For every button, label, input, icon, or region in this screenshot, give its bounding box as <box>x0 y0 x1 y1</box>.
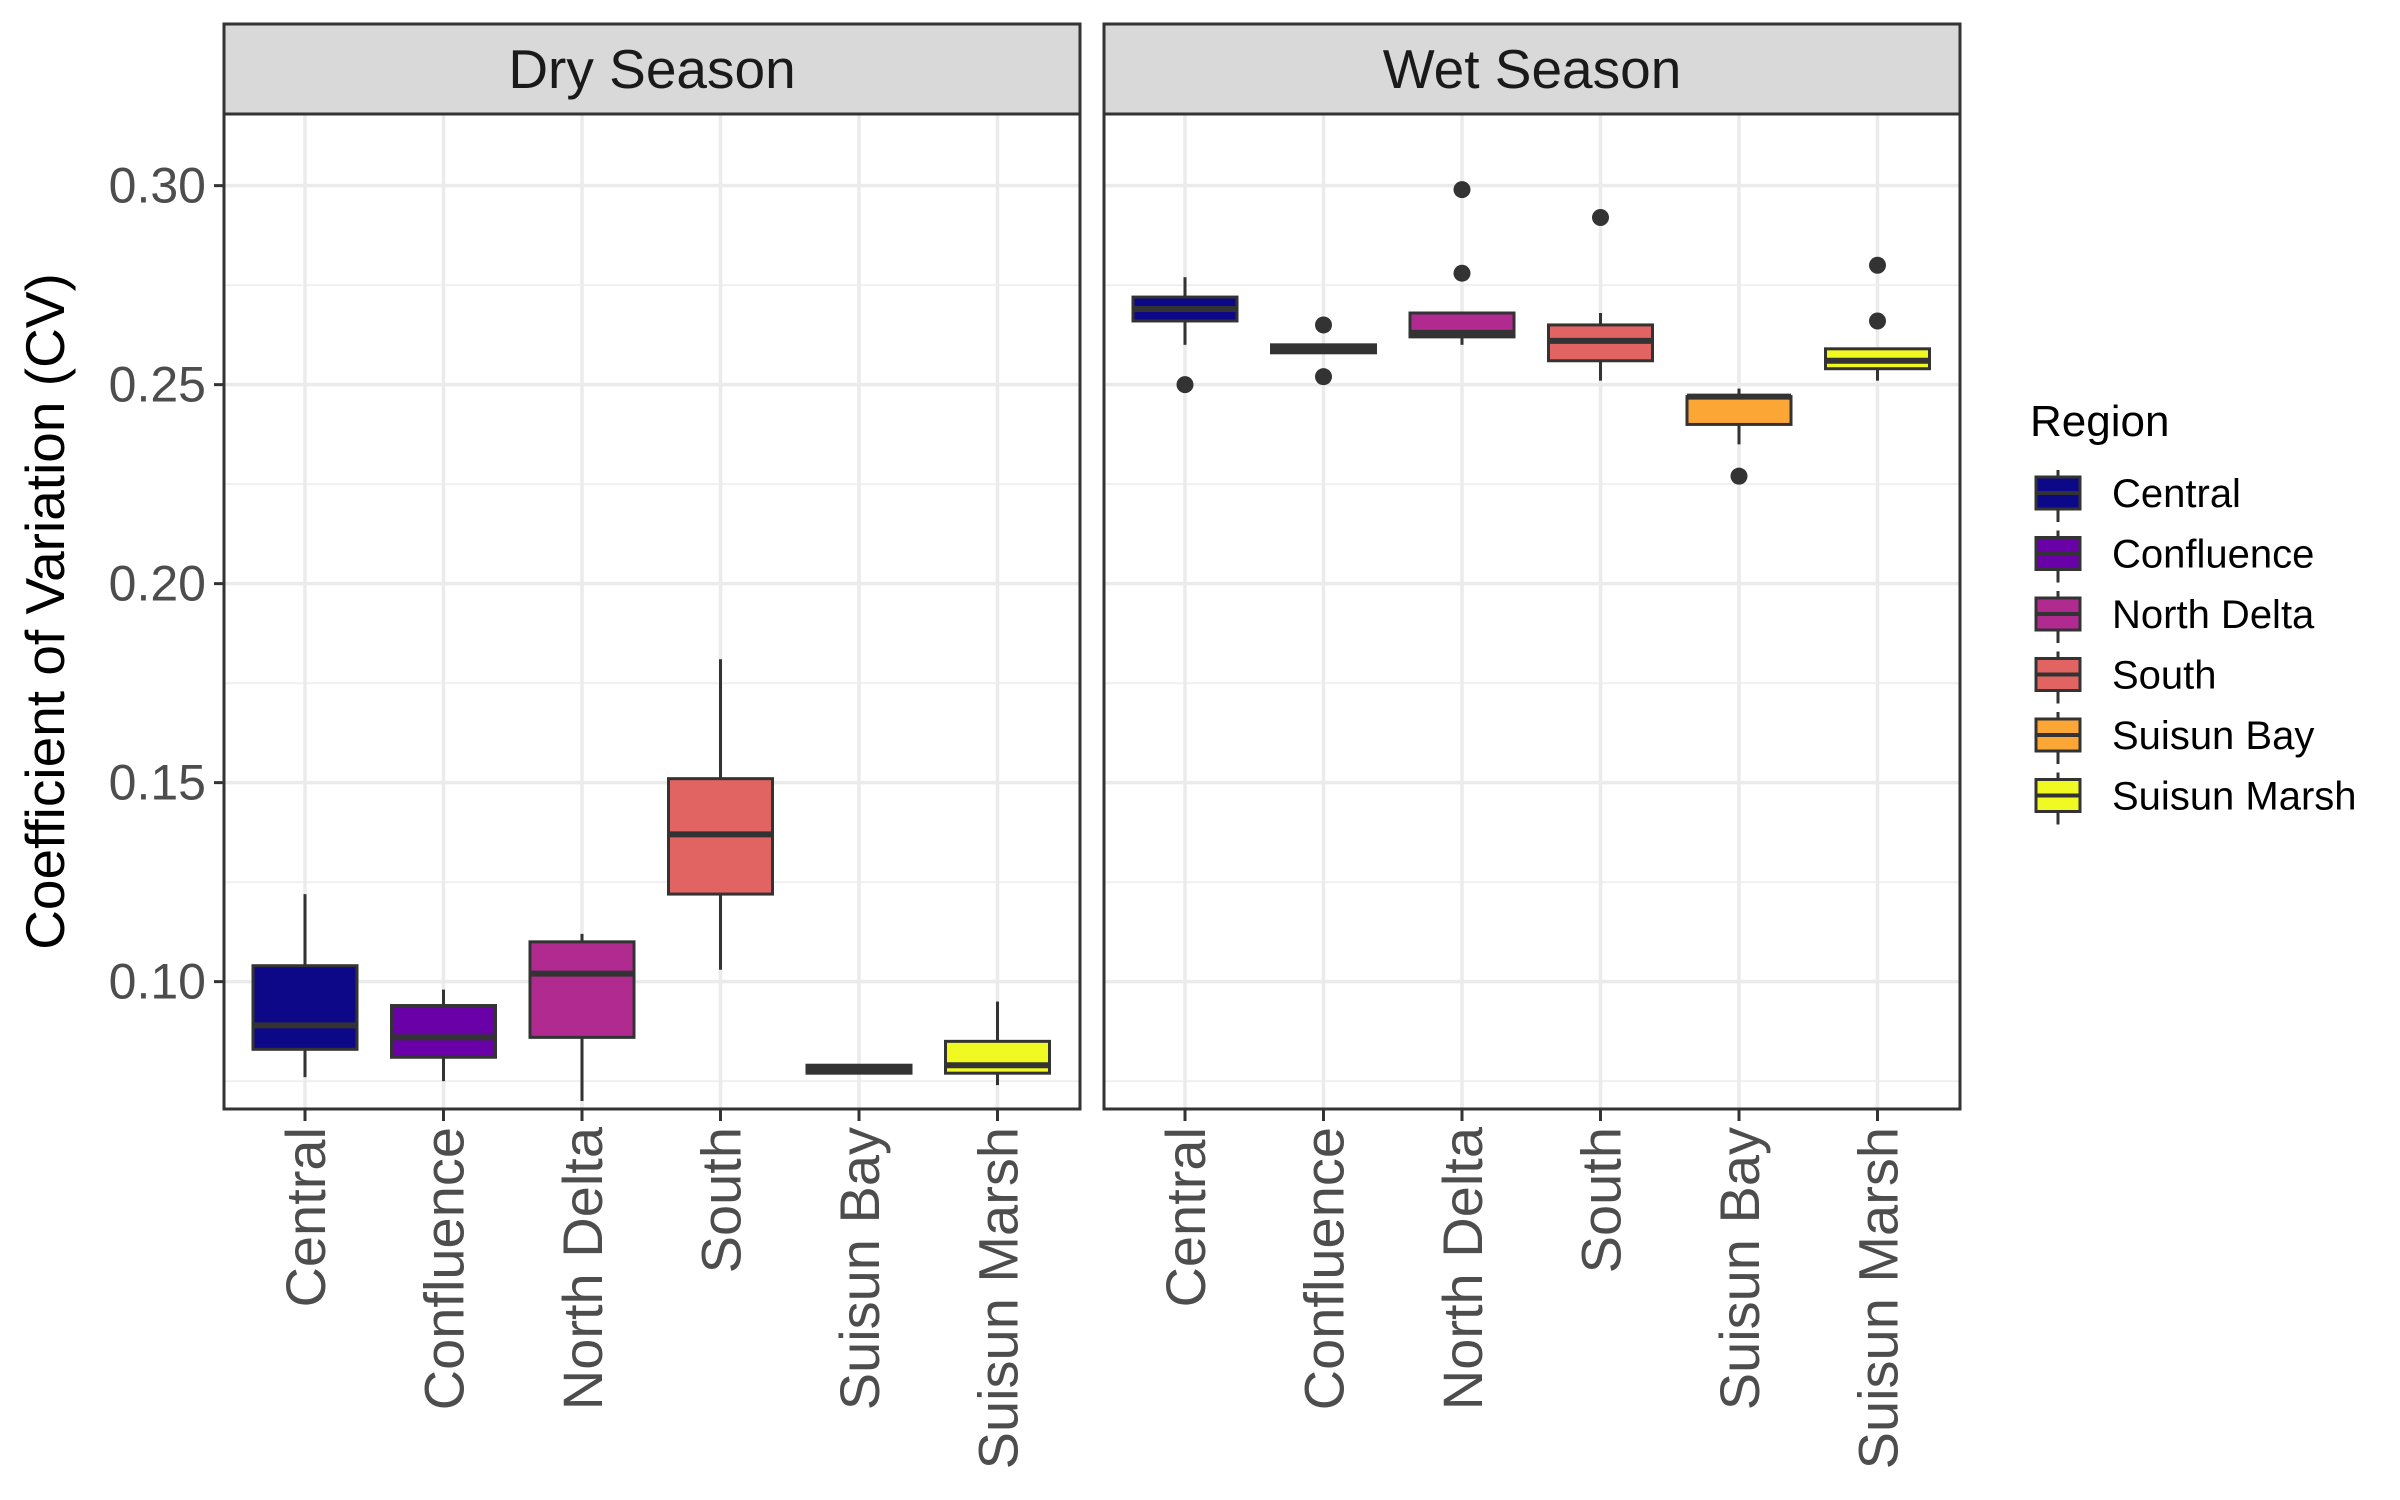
x-tick-label: South <box>1570 1127 1633 1273</box>
y-tick-label: 0.15 <box>109 755 206 811</box>
facet-strip <box>1102 22 1962 116</box>
box-suisun-bay <box>805 1063 913 1075</box>
box-confluence <box>390 989 497 1082</box>
y-tick-label: 0.10 <box>109 954 206 1010</box>
outlier-point <box>1730 467 1748 485</box>
legend-label: Suisun Bay <box>2112 714 2314 758</box>
legend-item-confluence: Confluence <box>2034 530 2314 583</box>
facet-strip <box>222 22 1082 116</box>
box-south <box>667 659 774 970</box>
outlier-point <box>1176 376 1194 394</box>
facet-title: Wet Season <box>1383 38 1682 100</box>
legend-item-south: South <box>2034 651 2217 704</box>
x-tick-label: Suisun Marsh <box>1847 1127 1910 1469</box>
legend-label: North Delta <box>2112 593 2315 637</box>
legend-label: Suisun Marsh <box>2112 775 2357 819</box>
panel-background <box>1104 114 1960 1109</box>
legend-title: Region <box>2030 397 2169 446</box>
outlier-point <box>1453 264 1471 282</box>
box-central <box>1131 277 1239 394</box>
panel-border <box>222 112 1082 1111</box>
box-body <box>528 940 636 1039</box>
box-suisun-marsh <box>944 1001 1051 1086</box>
outlier-point <box>1453 181 1471 199</box>
box-north-delta <box>1408 181 1516 345</box>
facet-panel-dry-season: Dry Season Central Confluence North Delta So… <box>222 22 1082 1469</box>
box-suisun-marsh <box>1824 256 1931 381</box>
box-body <box>1685 395 1793 426</box>
x-tick-label: Suisun Marsh <box>967 1127 1030 1469</box>
outlier-point <box>1315 368 1332 386</box>
x-tick-label: North Delta <box>551 1126 614 1410</box>
box-north-delta <box>528 933 636 1102</box>
panel-background <box>224 114 1080 1109</box>
x-tick-label: Central <box>274 1127 337 1308</box>
legend-label: Confluence <box>2112 533 2314 577</box>
legend-label: Central <box>2112 472 2241 516</box>
facet-title: Dry Season <box>508 38 795 100</box>
x-tick-label: North Delta <box>1431 1126 1494 1410</box>
y-tick-label: 0.20 <box>109 556 206 612</box>
box-confluence <box>1270 316 1377 386</box>
legend-item-north-delta: North Delta <box>2034 591 2315 643</box>
box-south <box>1547 208 1654 381</box>
outlier-point <box>1869 312 1886 330</box>
legend-item-central: Central <box>2034 470 2241 522</box>
y-axis-label: Coefficient of Variation (CV) <box>14 273 76 950</box>
box-suisun-bay <box>1685 388 1793 485</box>
legend-item-suisun-marsh: Suisun Marsh <box>2034 772 2357 825</box>
x-tick-label: Central <box>1154 1127 1217 1308</box>
x-tick-label: South <box>690 1127 753 1273</box>
legend-item-suisun-bay: Suisun Bay <box>2034 712 2314 764</box>
box-central <box>251 894 359 1078</box>
panel-border <box>1102 112 1962 1111</box>
y-tick-label: 0.25 <box>109 357 206 413</box>
legend: Region Central Confluence North Delta South S… <box>2030 397 2357 825</box>
box-body <box>944 1039 1051 1075</box>
legend-label: South <box>2112 654 2217 698</box>
x-tick-label: Suisun Bay <box>1708 1127 1771 1410</box>
box-body <box>390 1004 497 1059</box>
x-tick-label: Suisun Bay <box>828 1127 891 1410</box>
x-tick-label: Confluence <box>413 1127 476 1410</box>
outlier-point <box>1869 256 1886 274</box>
outlier-point <box>1315 316 1332 334</box>
outlier-point <box>1592 208 1609 226</box>
x-tick-label: Confluence <box>1293 1127 1356 1410</box>
facet-panel-wet-season: Wet Season Central Confluence North Delta So… <box>1102 22 1962 1469</box>
box-body <box>251 964 359 1051</box>
y-tick-label: 0.30 <box>109 158 206 214</box>
